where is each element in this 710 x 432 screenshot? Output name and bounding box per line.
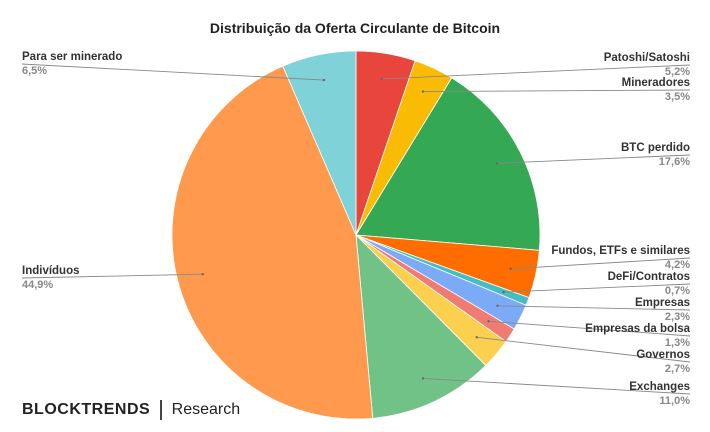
leader-line-mineradores: [422, 89, 691, 93]
slice-value-mineradores: 3,5%: [665, 91, 690, 103]
pie-slice-btc-perdido: [355, 77, 541, 251]
slice-label-fundos-etfs-e-similares: Fundos, ETFs e similares: [551, 245, 690, 257]
leader-dot-mineradores: [421, 90, 425, 93]
leader-line-empresas-da-bolsa: [488, 320, 691, 337]
leader-dot-empresas-da-bolsa: [487, 320, 490, 323]
leader-dot-individuos: [201, 273, 204, 276]
slice-label-btc-perdido: BTC perdido: [621, 142, 690, 154]
leader-line-para-ser-minerado: [21, 63, 324, 81]
slice-label-patoshi-satoshi: Patoshi/Satoshi: [604, 52, 690, 64]
slice-label-para-ser-minerado: Para ser minerado: [22, 51, 122, 63]
brand-name: BLOCKTRENDS: [22, 401, 151, 418]
leader-dot-para-ser-minerado: [322, 78, 326, 82]
slice-value-para-ser-minerado: 6,5%: [22, 65, 47, 77]
slice-labels: Patoshi/Satoshi 5,2%Mineradores 3,5% BTC pe…: [22, 51, 691, 407]
slice-value-governos: 2,7%: [665, 363, 690, 375]
brand-separator: [160, 400, 162, 420]
slice-label-individuos: Indivíduos: [22, 265, 80, 277]
slice-label-mineradores: Mineradores: [622, 77, 690, 89]
leader-line-exchanges: [422, 377, 691, 395]
slice-label-governos: Governos: [636, 349, 690, 361]
leader-dot-governos: [475, 336, 478, 339]
leader-dot-defi-contratos: [502, 290, 505, 294]
slice-label-empresas-da-bolsa: Empresas da bolsa: [585, 323, 690, 335]
slice-label-defi-contratos: DeFi/Contratos: [608, 271, 690, 283]
leader-line-empresas: [497, 305, 691, 311]
slice-value-patoshi-satoshi: 5,2%: [665, 66, 690, 78]
leader-line-governos: [476, 336, 691, 363]
brand-subtitle: Research: [171, 401, 241, 418]
leader-line-defi-contratos: [503, 283, 691, 293]
chart-title: Distribuição da Oferta Circulante de Bit…: [210, 20, 500, 36]
brand-logo: BLOCKTRENDS Research: [22, 400, 240, 420]
pie-slices: [171, 50, 541, 420]
leader-dot-exchanges: [421, 377, 425, 380]
slice-value-btc-perdido: 17,6%: [659, 156, 690, 168]
slice-value-empresas-da-bolsa: 1,3%: [665, 337, 690, 349]
leader-line-btc-perdido: [497, 154, 691, 164]
slice-value-empresas: 2,3%: [665, 311, 690, 323]
slice-value-exchanges: 11,0%: [659, 395, 690, 407]
slice-label-exchanges: Exchanges: [629, 381, 690, 393]
leader-dot-empresas: [496, 304, 499, 307]
leader-line-individuos: [21, 273, 203, 279]
pie-slice-individuos: [171, 65, 374, 420]
slice-value-fundos-etfs-e-similares: 4,2%: [665, 259, 690, 271]
slice-value-defi-contratos: 0,7%: [665, 285, 690, 297]
pie-slice-exchanges: [355, 233, 487, 419]
leader-lines: [21, 63, 691, 395]
leader-line-fundos-etfs-e-similares: [510, 257, 691, 270]
slice-label-empresas: Empresas: [635, 297, 690, 309]
leader-dot-btc-perdido: [495, 162, 499, 165]
slice-value-individuos: 44,9%: [22, 279, 53, 291]
leader-line-patoshi-satoshi: [381, 64, 691, 80]
leader-dot-fundos-etfs-e-similares: [509, 267, 512, 270]
leader-dot-patoshi-satoshi: [380, 77, 383, 81]
pie-slice-para-ser-minerado: [282, 50, 357, 236]
